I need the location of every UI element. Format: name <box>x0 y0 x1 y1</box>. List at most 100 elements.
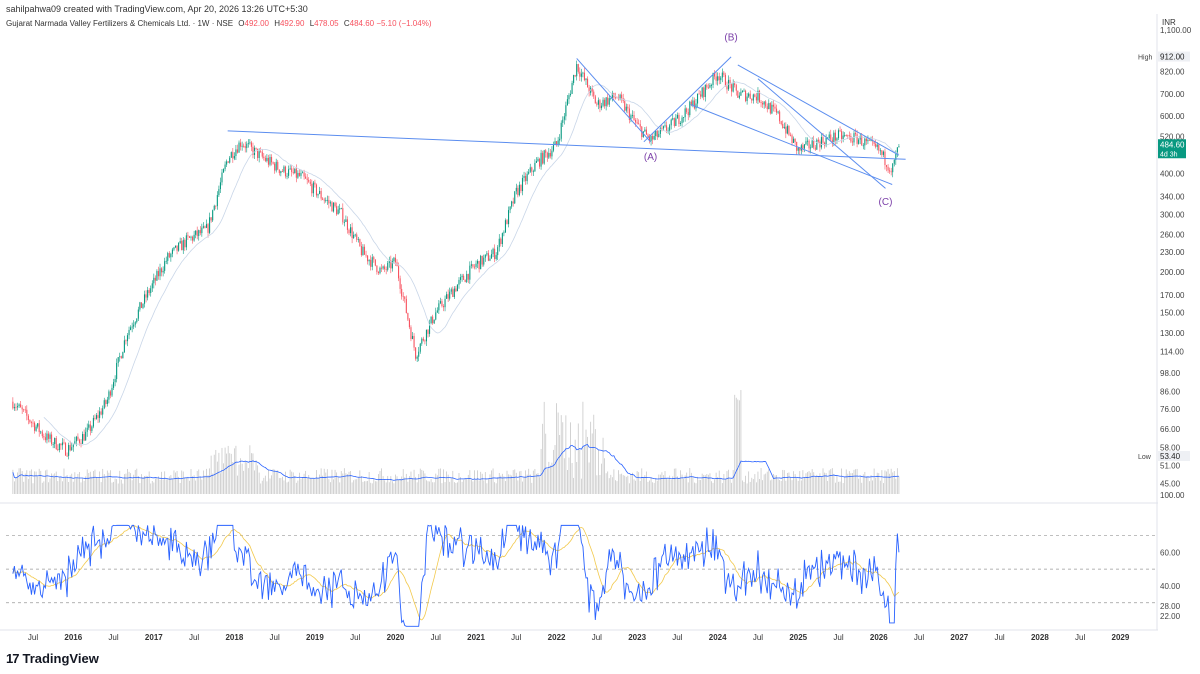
trendline <box>576 58 651 143</box>
high-tag: High <box>1138 55 1153 62</box>
volume-bar <box>292 472 294 494</box>
candle-body <box>635 120 637 123</box>
candle-body <box>765 101 767 107</box>
volume-bar <box>102 468 104 494</box>
candle-body <box>446 294 448 299</box>
volume-bar <box>342 473 344 494</box>
volume-bar <box>869 481 870 494</box>
candle-body <box>859 135 861 140</box>
candle-body <box>235 149 237 157</box>
volume-bar <box>337 476 339 494</box>
volume-bar <box>814 475 816 494</box>
volume-bar <box>839 481 841 494</box>
volume-bar <box>889 473 891 494</box>
volume-bar <box>752 479 754 494</box>
candle-body <box>356 234 358 240</box>
candle-body <box>769 103 771 114</box>
volume-bar <box>230 453 232 494</box>
volume-bar <box>511 475 513 494</box>
volume-bar <box>810 472 812 494</box>
candle-body <box>864 138 866 146</box>
volume-bar <box>785 480 787 494</box>
volume-bar <box>635 480 636 494</box>
volume-bar <box>779 480 781 494</box>
volume-bar <box>353 480 355 494</box>
volume-bar <box>114 478 116 494</box>
volume-bar <box>698 479 700 494</box>
volume-bar <box>212 473 214 494</box>
candle-body <box>317 193 319 196</box>
volume-bar <box>453 482 455 494</box>
candle-body <box>367 255 369 262</box>
candle-body <box>743 90 745 92</box>
candle-body <box>837 130 840 139</box>
candle-body <box>222 169 225 173</box>
candle-body <box>88 424 90 428</box>
tradingview-logo[interactable]: 17 TradingView <box>6 651 99 666</box>
candle-body <box>782 123 784 129</box>
candle-body <box>286 175 288 177</box>
candle-body <box>662 126 665 129</box>
volume-bar <box>737 399 739 494</box>
candle-body <box>667 130 669 132</box>
volume-bar <box>786 472 788 494</box>
volume-bar <box>667 479 669 494</box>
volume-bar <box>582 401 584 494</box>
volume-bar <box>644 475 646 494</box>
candle-body <box>610 97 612 99</box>
candle-body <box>246 143 248 149</box>
price-tick-label: 820.00 <box>1160 68 1185 77</box>
rsi-tick-label: 60.00 <box>1160 548 1181 557</box>
candle-body <box>85 431 87 441</box>
volume-bar <box>379 471 381 494</box>
volume-bar <box>641 468 643 494</box>
volume-bar <box>484 472 486 494</box>
volume-scale-label: 100.00 <box>1160 491 1185 500</box>
candle-body <box>506 220 508 225</box>
candle-body <box>473 266 476 268</box>
candle-body <box>252 146 254 155</box>
volume-bar <box>325 472 327 494</box>
candle-body <box>142 303 144 308</box>
candle-body <box>348 229 350 234</box>
volume-moving-average <box>12 444 899 481</box>
volume-bar <box>339 482 341 494</box>
change-value: −5.10 (−1.04%) <box>376 19 432 28</box>
candle-body <box>77 436 79 440</box>
volume-bar <box>769 480 771 494</box>
volume-bar <box>68 481 70 494</box>
volume-bar <box>732 470 734 494</box>
candle-body <box>337 209 339 215</box>
volume-bar <box>446 471 447 494</box>
candle-body <box>477 260 479 264</box>
volume-bar <box>847 473 849 494</box>
candle-body <box>120 356 122 359</box>
candle-body <box>542 152 544 164</box>
volume-bar <box>426 480 427 494</box>
candle-body <box>20 404 22 408</box>
volume-bar <box>742 480 743 494</box>
volume-bar <box>729 479 731 494</box>
volume-bar <box>661 472 663 494</box>
volume-bar <box>622 475 624 494</box>
volume-bar <box>99 471 101 494</box>
candle-body <box>329 202 331 204</box>
candle-body <box>875 143 877 147</box>
candle-body <box>661 128 663 130</box>
candle-body <box>58 443 60 451</box>
candle-body <box>102 408 104 415</box>
volume-bar <box>763 474 765 494</box>
candle-body <box>828 134 830 138</box>
candle-body <box>518 184 520 196</box>
volume-bar <box>821 476 822 494</box>
volume-bar <box>734 394 736 494</box>
candle-body <box>861 135 863 146</box>
candle-body <box>190 236 192 238</box>
candle-body <box>573 75 575 83</box>
candle-body <box>850 135 852 142</box>
candle-body <box>531 167 533 172</box>
candle-body <box>693 100 695 109</box>
volume-bar <box>759 478 760 494</box>
volume-bar <box>618 470 619 494</box>
